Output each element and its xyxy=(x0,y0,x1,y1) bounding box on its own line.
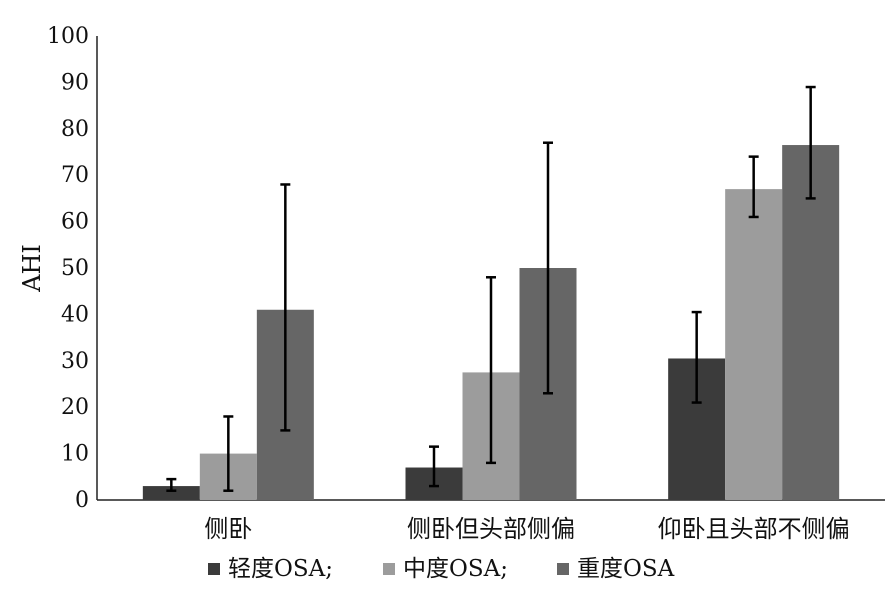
bar xyxy=(142,486,200,500)
y-axis-title: AHI xyxy=(18,244,46,293)
legend-label: 中度OSA; xyxy=(403,556,508,582)
category-label: 侧卧 xyxy=(204,515,252,543)
y-tick-label: 20 xyxy=(61,395,89,420)
bar xyxy=(782,145,840,501)
category-labels: 侧卧 侧卧但头部侧偏 仰卧且头部不侧偏 xyxy=(204,515,849,543)
y-axis-ticks: 0 10 20 30 40 50 60 70 80 90 100 xyxy=(47,24,89,513)
y-tick-label: 80 xyxy=(61,117,89,142)
y-tick-label: 50 xyxy=(61,256,89,281)
legend-swatch xyxy=(557,563,569,575)
legend-swatch xyxy=(383,563,395,575)
y-tick-label: 90 xyxy=(61,70,89,95)
legend: 轻度OSA; 中度OSA; 重度OSA xyxy=(208,556,675,582)
error-bars xyxy=(166,85,816,492)
legend-label: 重度OSA xyxy=(577,556,675,582)
y-tick-label: 30 xyxy=(61,349,89,374)
y-tick-label: 100 xyxy=(47,24,89,49)
category-label: 仰卧且头部不侧偏 xyxy=(658,515,850,543)
y-tick-label: 60 xyxy=(61,210,89,235)
category-label: 侧卧但头部侧偏 xyxy=(407,515,575,543)
y-tick-label: 0 xyxy=(75,488,89,513)
y-tick-label: 40 xyxy=(61,302,89,327)
legend-label: 轻度OSA; xyxy=(228,556,333,582)
bar xyxy=(725,189,783,500)
y-tick-label: 10 xyxy=(61,442,89,467)
legend-swatch xyxy=(208,563,220,575)
y-tick-label: 70 xyxy=(61,163,89,188)
